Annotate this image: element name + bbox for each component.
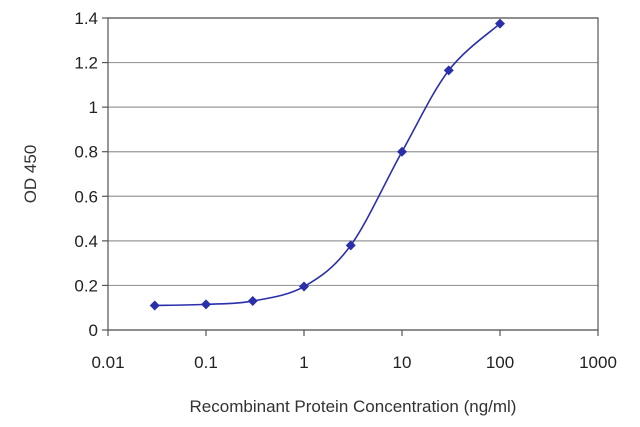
y-tick-label-4: 0.8 [74,143,98,162]
data-point-1 [201,299,211,310]
y-tick-label-7: 1.4 [74,9,98,28]
x-tick-label-4: 100 [486,353,514,372]
x-tick-label-2: 1 [299,353,308,372]
data-points [149,18,505,311]
x-axis-ticks: 0.01 0.1 1 10 100 1000 [91,330,617,372]
data-point-0 [149,300,160,311]
series-line [154,22,501,307]
y-tick-label-6: 1.2 [74,54,98,73]
y-axis-ticks: 0 0.2 0.4 0.6 0.8 1 1.2 1.4 [74,9,108,340]
data-point-5 [397,146,407,157]
x-tick-label-1: 0.1 [194,353,218,372]
plot-area-frame [107,17,599,331]
x-tick-label-0: 0.01 [91,353,124,372]
data-point-6 [443,65,454,76]
y-tick-label-2: 0.4 [74,232,98,251]
y-axis-title: OD 450 [21,145,40,204]
y-tick-label-1: 0.2 [74,276,98,295]
x-axis-title: Recombinant Protein Concentration (ng/ml… [190,397,517,416]
y-tick-label-0: 0 [89,321,98,340]
x-tick-label-5: 1000 [579,353,617,372]
y-tick-label-3: 0.6 [74,187,98,206]
gridlines [108,17,598,331]
y-tick-label-5: 1 [89,98,98,117]
data-point-3 [299,281,309,292]
x-tick-label-3: 10 [393,353,412,372]
data-point-4 [345,240,356,251]
data-point-2 [247,296,258,307]
data-point-7 [495,18,505,29]
